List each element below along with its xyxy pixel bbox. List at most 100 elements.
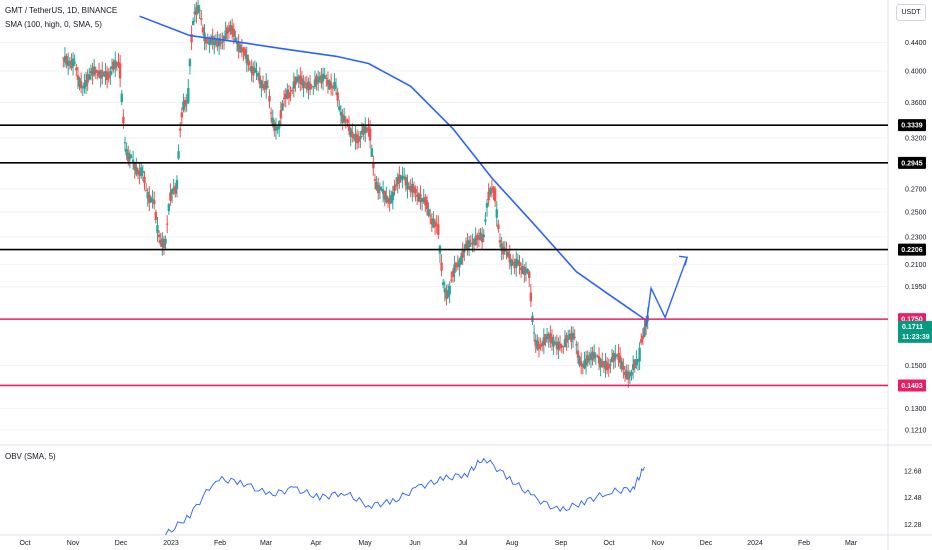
candle-body — [529, 292, 533, 302]
candle-body — [230, 25, 234, 35]
candle-body — [315, 75, 318, 85]
candle-body — [578, 356, 581, 366]
candle-body — [191, 20, 195, 26]
candle-body — [416, 194, 419, 197]
candle-body — [252, 67, 255, 76]
level-box-bg — [898, 379, 926, 392]
candle-body — [174, 186, 177, 194]
candle-body — [596, 355, 599, 357]
candle-body — [636, 360, 640, 362]
x-tick-label: Apr — [311, 540, 323, 547]
candle-body — [541, 343, 544, 347]
candle-body — [321, 73, 325, 82]
candle-body — [630, 371, 633, 376]
candle-body — [380, 188, 383, 190]
candle-body — [583, 360, 586, 369]
candle-body — [602, 364, 606, 368]
candle-body — [521, 266, 524, 274]
candle-body — [65, 55, 68, 65]
candle-body — [312, 86, 315, 88]
candle-body — [328, 80, 331, 90]
candle-body — [575, 344, 578, 346]
level-box-label: 0.3339 — [901, 123, 923, 130]
candle-body — [268, 95, 271, 102]
candle-body — [313, 79, 317, 87]
x-tick-label: Feb — [214, 540, 226, 547]
obv-y-tick-label: 12.68 — [904, 469, 922, 476]
candle-body — [390, 194, 393, 204]
candle-body — [440, 262, 443, 271]
candle-body — [539, 346, 542, 348]
candle-body — [450, 279, 453, 281]
candle-body — [214, 39, 218, 43]
candle-body — [430, 218, 434, 225]
candle-body — [497, 224, 500, 230]
candle-body — [287, 92, 291, 99]
candle-body — [258, 75, 261, 84]
candle-body — [211, 36, 214, 45]
candle-body — [130, 156, 133, 158]
candle-body — [536, 340, 539, 350]
candle-body — [508, 253, 511, 263]
candle-body — [183, 99, 187, 107]
candle-body — [276, 126, 279, 130]
candle-body — [607, 365, 610, 369]
candle-body — [394, 184, 398, 187]
candle-body — [201, 27, 205, 33]
candle-body — [610, 356, 614, 363]
candle-body — [545, 336, 549, 340]
y-tick-label: 0.2500 — [905, 210, 927, 217]
candle-body — [565, 335, 568, 343]
candle-body — [346, 119, 349, 123]
candle-body — [404, 177, 408, 186]
x-tick-label: Oct — [20, 540, 31, 547]
candle-body — [362, 126, 365, 135]
x-tick-label: Feb — [798, 540, 810, 547]
candle-body — [339, 111, 343, 116]
candle-body — [250, 66, 253, 73]
candle-body — [500, 243, 503, 252]
candle-body — [169, 192, 172, 201]
candle-body — [631, 364, 635, 370]
candle-body — [375, 182, 378, 190]
candle-body — [247, 59, 250, 66]
currency-button[interactable]: USDT — [896, 4, 926, 21]
y-tick-label: 0.1500 — [905, 363, 927, 370]
candle-body — [157, 234, 161, 237]
candle-body — [170, 189, 174, 194]
level-box-bg — [898, 243, 926, 256]
candle-body — [303, 82, 307, 84]
x-tick-label: 2024 — [747, 540, 763, 547]
candle-body — [469, 243, 472, 245]
candle-body — [307, 81, 310, 91]
candle-body — [519, 267, 523, 271]
candle-body — [86, 74, 89, 83]
candle-body — [68, 61, 72, 64]
x-tick-label: Dec — [115, 540, 128, 547]
candle-body — [516, 260, 520, 265]
level-price-box: 0.3339 — [898, 119, 926, 132]
candle-body — [480, 234, 484, 243]
candle-body — [143, 176, 146, 184]
candle-body — [302, 80, 305, 89]
candle-body — [433, 221, 437, 227]
candle-body — [441, 282, 445, 286]
candle-body — [391, 191, 395, 201]
candle-body — [510, 259, 513, 267]
candle-body — [466, 240, 469, 250]
candle-body — [117, 61, 120, 67]
candle-body — [255, 70, 258, 72]
candle-body — [256, 73, 260, 77]
candle-body — [198, 9, 201, 11]
candle-body — [472, 238, 476, 246]
candle-body — [334, 86, 338, 88]
candle-body — [403, 176, 406, 179]
candle-body — [495, 209, 498, 218]
candle-body — [92, 66, 96, 75]
candles-group — [62, 0, 649, 388]
candle-body — [573, 336, 576, 338]
candle-body — [294, 76, 297, 85]
candle-body — [178, 128, 182, 131]
